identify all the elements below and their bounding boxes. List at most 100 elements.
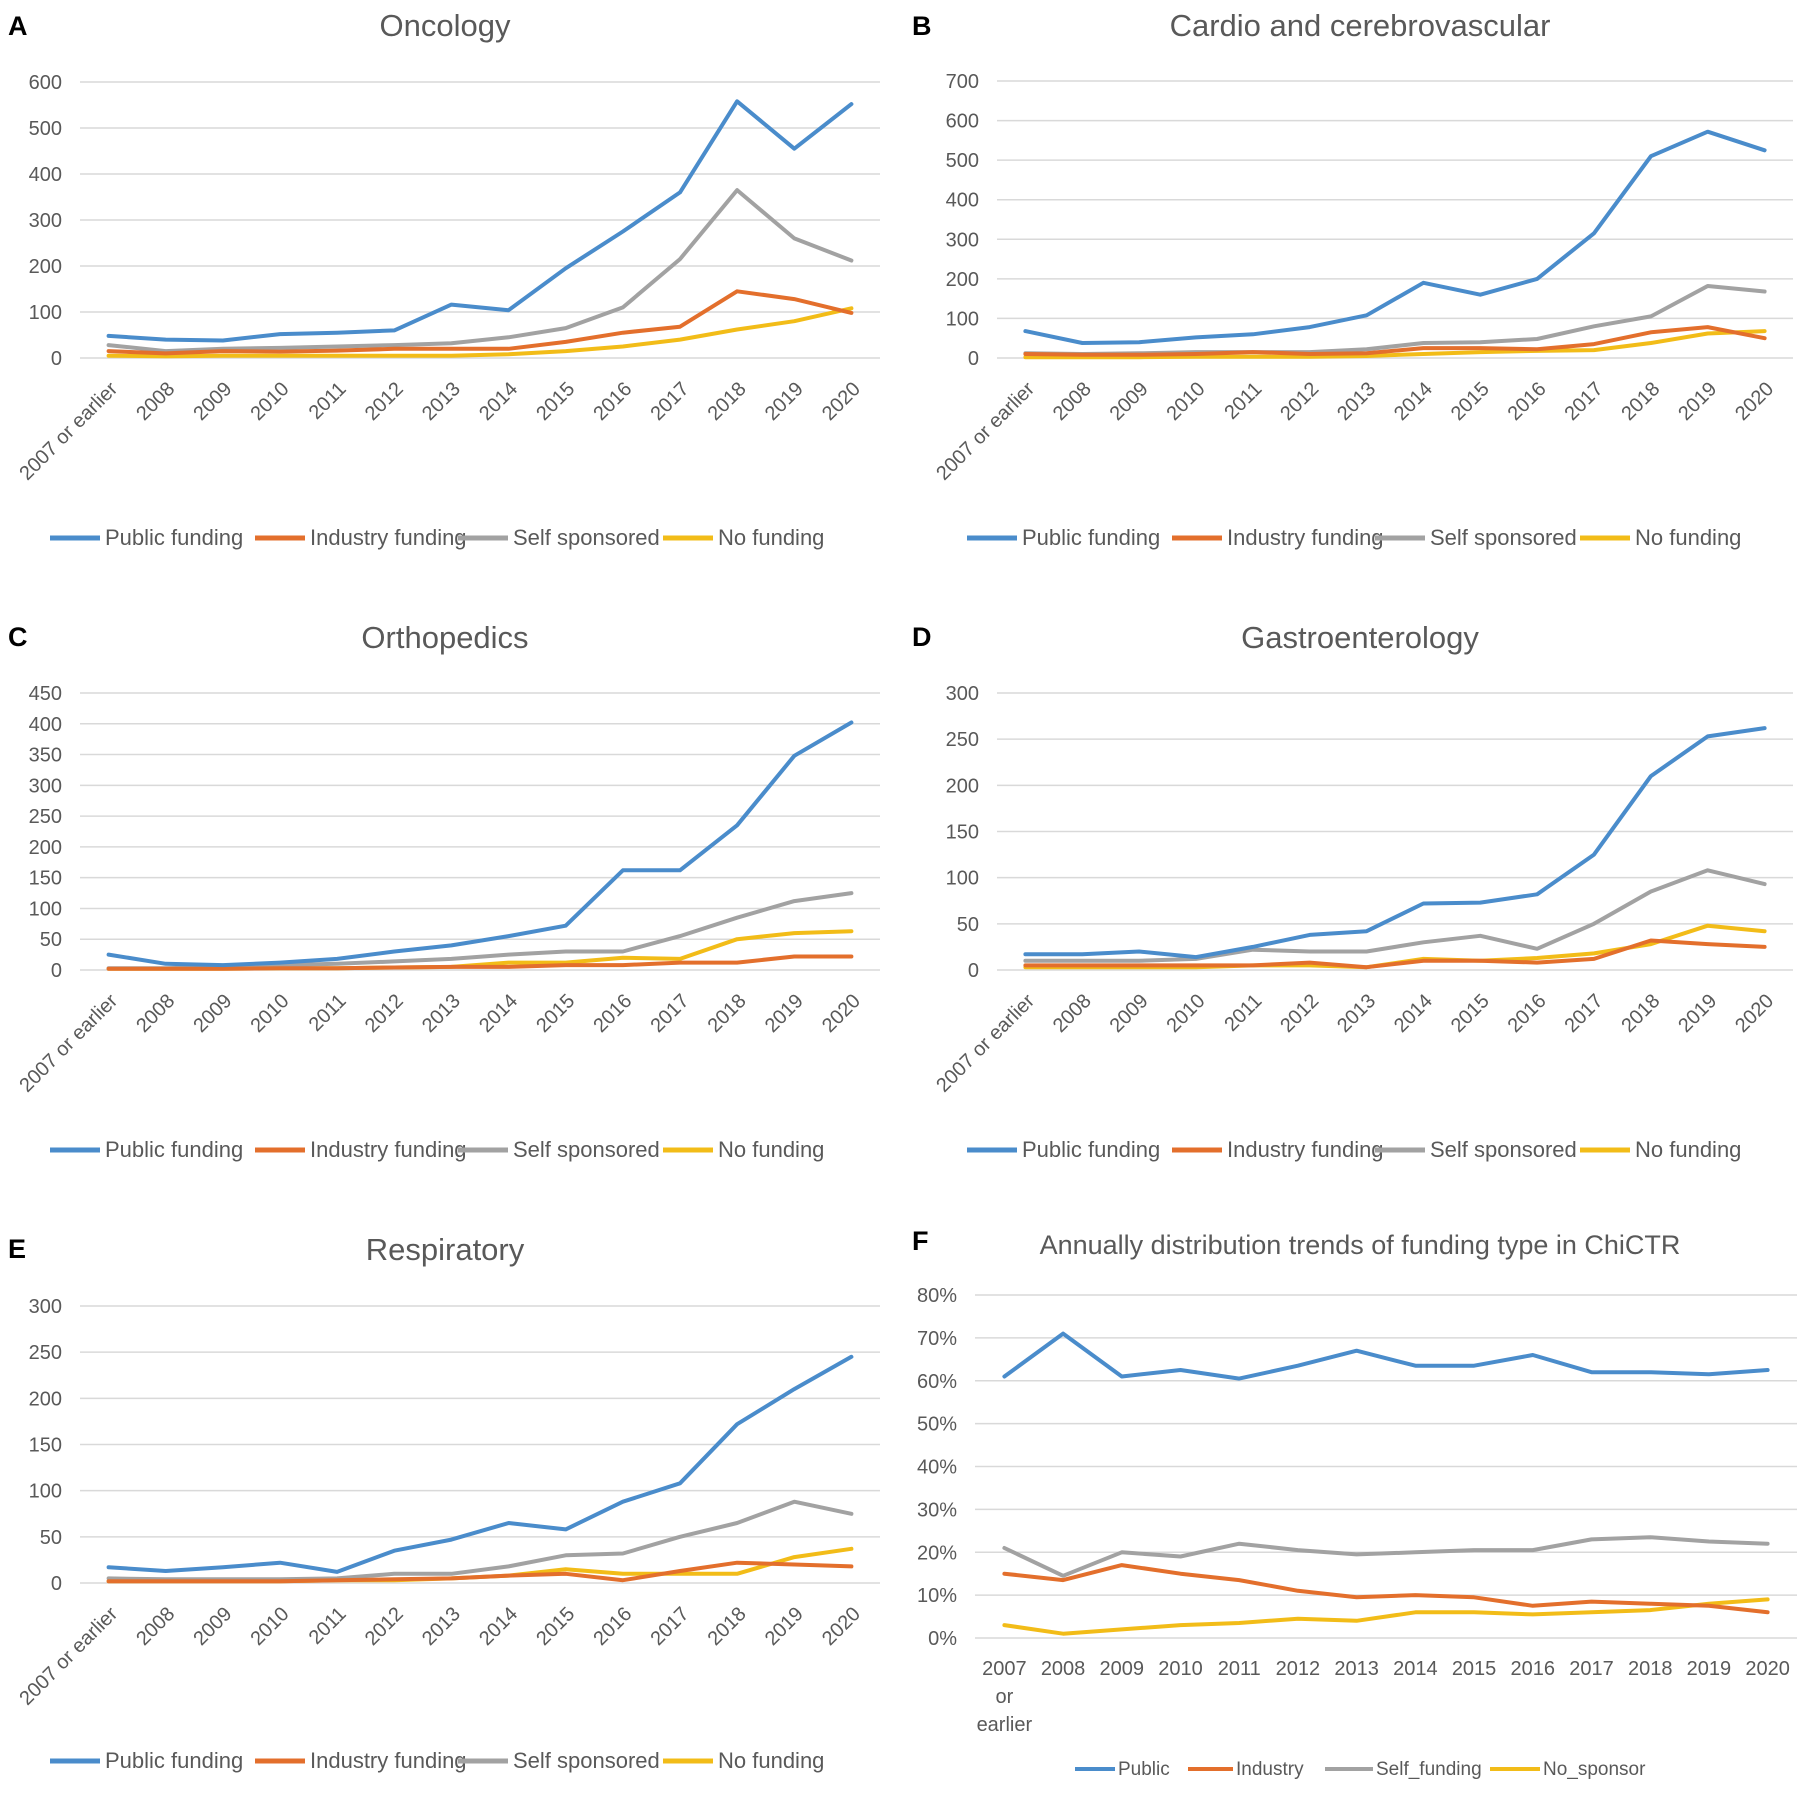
x-tick-label: 2019 (1674, 378, 1721, 425)
legend-item: Public funding (50, 1748, 243, 1773)
legend-item: Self sponsored (1375, 1137, 1577, 1162)
legend-label: No funding (1635, 525, 1741, 550)
y-tick-label: 30% (917, 1499, 957, 1521)
legend-label: Industry funding (1227, 1137, 1384, 1162)
series-lines (106, 1354, 854, 1584)
y-tick-label: 50% (917, 1414, 957, 1436)
x-tick-label: 2020 (1731, 990, 1778, 1037)
chart-panel-a: A Oncology 0 100 200 300 400 500 600 2007 or earl… (8, 8, 880, 550)
y-tick-label: 350 (29, 745, 62, 767)
legend-label: Industry funding (1227, 525, 1384, 550)
legend-label: Industry funding (310, 1137, 467, 1162)
y-tick-label: 150 (29, 1435, 62, 1457)
y-tick-label: 500 (946, 150, 979, 172)
x-tick-label: 2015 (532, 1603, 579, 1650)
x-tick-label: 2019 (1674, 990, 1721, 1037)
x-tick-label: 2016 (589, 1603, 636, 1650)
series-line-industry-funding (106, 289, 854, 356)
y-tick-label: 250 (946, 729, 979, 751)
chart-title: Respiratory (366, 1232, 525, 1267)
x-tick-label: 2010 (247, 378, 294, 425)
y-tick-label: 10% (917, 1585, 957, 1607)
x-tick-label: 2012 (1276, 1658, 1321, 1680)
series-line-industry-funding (106, 1560, 854, 1584)
series-line-self-sponsored (1023, 868, 1767, 963)
series-line-self-funding (1002, 1535, 1770, 1578)
chart-title: Cardio and cerebrovascular (1170, 8, 1551, 43)
x-tick-label: 2013 (418, 1603, 465, 1650)
y-tick-label: 200 (29, 837, 62, 859)
y-tick-label: 200 (29, 1388, 62, 1410)
legend-label: Self sponsored (513, 1748, 660, 1773)
legend-label: No funding (718, 1137, 824, 1162)
y-tick-label: 200 (946, 775, 979, 797)
legend: Public funding Industry funding Self spons… (967, 525, 1741, 550)
x-tick-label: 2020 (1731, 378, 1778, 425)
y-tick-label: 300 (29, 775, 62, 797)
x-tick-label: 2008 (132, 990, 179, 1037)
series-line-public-funding (106, 720, 854, 968)
legend-item: Self sponsored (458, 525, 660, 550)
x-tick-label: 2019 (761, 1603, 808, 1650)
series-line-industry (1002, 1563, 1770, 1615)
y-tick-label: 300 (29, 1296, 62, 1318)
y-tick-label: 0% (928, 1628, 957, 1650)
x-tick-label: 2018 (704, 378, 751, 425)
legend-item: Self_funding (1325, 1759, 1482, 1780)
x-tick-label: 2012 (361, 378, 408, 425)
series-line-industry-funding (1023, 325, 1767, 357)
legend-label: Industry funding (310, 525, 467, 550)
y-tick-label: 80% (917, 1285, 957, 1307)
series-lines (106, 99, 854, 359)
legend-item: Public funding (967, 525, 1160, 550)
y-tick-label: 300 (29, 210, 62, 232)
x-tick-label: 2019 (761, 990, 808, 1037)
y-tick-label: 600 (946, 111, 979, 133)
legend: Public funding Industry funding Self spons… (967, 1137, 1741, 1162)
y-tick-label: 50 (957, 914, 979, 936)
x-tick-label: 2015 (1447, 990, 1494, 1037)
x-tick-label: 2018 (1628, 1658, 1673, 1680)
x-tick-label: 2016 (1504, 378, 1551, 425)
legend-label: Self sponsored (1430, 1137, 1577, 1162)
x-tick-label: 2011 (305, 990, 351, 1036)
y-tick-label: 300 (946, 229, 979, 251)
y-tick-label: 450 (29, 683, 62, 705)
x-tick-label: earlier (977, 1714, 1033, 1736)
y-gridlines (975, 1294, 1797, 1639)
x-tick-label: 2008 (1041, 1658, 1086, 1680)
legend-label: Public funding (1022, 525, 1160, 550)
legend-label: Self sponsored (1430, 525, 1577, 550)
x-tick-labels: 2007 or earlier 2008 2009 2010 2011 2012 2013 2… (932, 990, 1778, 1097)
chart-panel-e: E Respiratory 0 50 100 150 200 250 300 2007 or ea… (8, 1232, 880, 1773)
legend-label: Self sponsored (513, 1137, 660, 1162)
panel-letter: B (912, 11, 932, 41)
x-tick-label: 2012 (361, 1603, 408, 1650)
x-tick-label: 2010 (1163, 990, 1210, 1037)
y-tick-label: 0 (51, 1573, 62, 1595)
y-tick-labels: 0 100 200 300 400 500 600 700 (946, 71, 979, 370)
legend: Public funding Industry funding Self spons… (50, 1748, 824, 1773)
x-tick-label: 2007 or earlier (932, 990, 1039, 1097)
x-tick-label: 2012 (361, 990, 408, 1037)
y-gridlines (80, 81, 880, 359)
x-tick-label: 2016 (589, 990, 636, 1037)
y-gridlines (997, 80, 1793, 359)
x-tick-label: 2020 (818, 1603, 865, 1650)
x-tick-label: 2015 (1447, 378, 1494, 425)
x-tick-label: 2019 (1687, 1658, 1732, 1680)
x-tick-label: 2009 (1100, 1658, 1145, 1680)
legend-item: Industry funding (255, 1137, 467, 1162)
x-tick-label: 2008 (1049, 378, 1096, 425)
y-tick-labels: 0 100 200 300 400 500 600 (29, 72, 62, 370)
y-gridlines (80, 692, 880, 971)
x-tick-label: 2011 (305, 378, 351, 424)
x-tick-label: 2015 (532, 378, 579, 425)
series-lines (1002, 1331, 1770, 1636)
legend-label: Public funding (105, 1137, 243, 1162)
chart-title: Orthopedics (361, 620, 528, 655)
x-tick-label: 2013 (418, 990, 465, 1037)
x-tick-label: 2014 (475, 990, 522, 1037)
y-tick-label: 100 (29, 302, 62, 324)
